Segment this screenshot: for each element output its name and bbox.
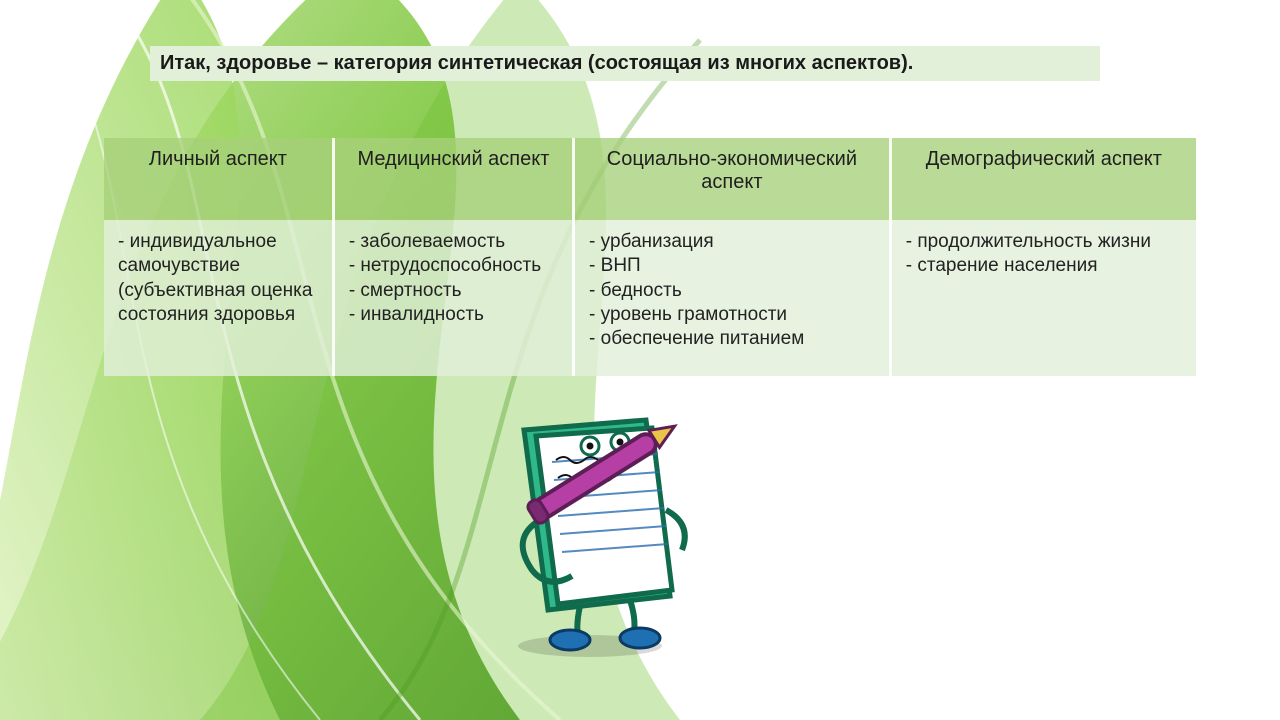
table-row: - индивидуальное самочувствие (субъектив… bbox=[104, 220, 1196, 376]
cell-personal: - индивидуальное самочувствие (субъектив… bbox=[104, 220, 333, 376]
col-header-medical: Медицинский аспект bbox=[333, 138, 573, 220]
cell-social: - урбанизация- ВНП- бедность- уровень гр… bbox=[574, 220, 891, 376]
notepad-cartoon-icon bbox=[470, 400, 710, 660]
col-header-social: Социально-экономический аспект bbox=[574, 138, 891, 220]
col-header-personal: Личный аспект bbox=[104, 138, 333, 220]
cell-medical: - заболеваемость- нетрудоспособность- см… bbox=[333, 220, 573, 376]
col-header-demographic: Демографический аспект bbox=[890, 138, 1196, 220]
table-header-row: Личный аспект Медицинский аспект Социаль… bbox=[104, 138, 1196, 220]
cell-demographic: - продолжительность жизни- старение насе… bbox=[890, 220, 1196, 376]
slide-title: Итак, здоровье – категория синтетическая… bbox=[150, 46, 1100, 81]
aspects-table: Личный аспект Медицинский аспект Социаль… bbox=[104, 138, 1196, 376]
